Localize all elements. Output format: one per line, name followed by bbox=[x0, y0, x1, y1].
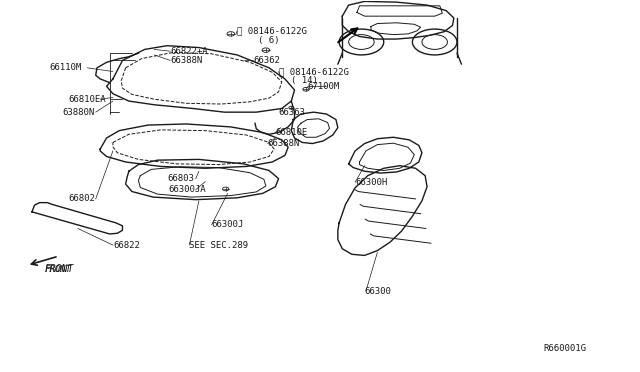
Text: R660001G: R660001G bbox=[543, 344, 586, 353]
Text: 66110M: 66110M bbox=[49, 63, 81, 72]
Text: 66388N: 66388N bbox=[170, 56, 202, 65]
Text: 66810E: 66810E bbox=[275, 128, 308, 137]
Text: 63880N: 63880N bbox=[62, 108, 94, 117]
Text: FRONT: FRONT bbox=[45, 264, 72, 273]
Text: 66300JA: 66300JA bbox=[168, 185, 206, 194]
Text: 66362: 66362 bbox=[253, 56, 280, 65]
Text: SEE SEC.289: SEE SEC.289 bbox=[189, 241, 248, 250]
Text: 66300J: 66300J bbox=[212, 220, 244, 229]
Text: 66388N: 66388N bbox=[268, 139, 300, 148]
Text: 66300: 66300 bbox=[365, 287, 392, 296]
Text: ( 6): ( 6) bbox=[258, 36, 280, 45]
Text: Ⓑ 08146-6122G: Ⓑ 08146-6122G bbox=[278, 67, 348, 76]
Text: 66810EA: 66810EA bbox=[68, 95, 106, 104]
Text: 66822: 66822 bbox=[113, 241, 140, 250]
Text: 66803: 66803 bbox=[167, 174, 194, 183]
Text: 66300H: 66300H bbox=[355, 178, 387, 187]
Text: ( 14): ( 14) bbox=[291, 76, 318, 85]
Text: 66802: 66802 bbox=[68, 195, 95, 203]
Text: 66822+A: 66822+A bbox=[170, 47, 208, 56]
Text: FRONT: FRONT bbox=[45, 264, 74, 274]
Text: 66363: 66363 bbox=[278, 108, 305, 117]
Text: 67100M: 67100M bbox=[307, 82, 339, 91]
Text: Ⓑ 08146-6122G: Ⓑ 08146-6122G bbox=[237, 26, 307, 35]
